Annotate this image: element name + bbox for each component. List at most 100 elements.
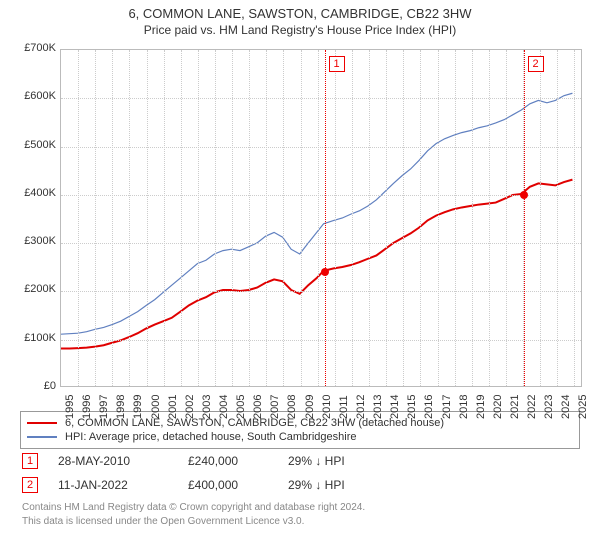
footer-line2: This data is licensed under the Open Gov… (22, 515, 600, 529)
sales-table: 1 28-MAY-2010£240,00029% ↓ HPI 2 11-JAN-202… (0, 449, 600, 497)
x-tick-label: 2025 (577, 395, 589, 419)
x-tick-label: 1997 (98, 395, 110, 419)
x-tick-label: 2015 (406, 395, 418, 419)
gridline-h (61, 291, 581, 292)
gridline-v (112, 50, 113, 386)
gridline-v (540, 50, 541, 386)
x-tick-label: 1998 (115, 395, 127, 419)
y-tick-label: £500K (10, 139, 56, 151)
sale-row-1: 1 28-MAY-2010£240,00029% ↓ HPI (0, 449, 600, 473)
marker-badge-1: 1 (329, 56, 345, 72)
sale-diff: 29% ↓ HPI (288, 454, 398, 468)
gridline-v (369, 50, 370, 386)
y-tick-label: £600K (10, 90, 56, 102)
x-tick-label: 2006 (252, 395, 264, 419)
gridline-v (438, 50, 439, 386)
legend-swatch (27, 422, 57, 424)
x-tick-label: 2014 (389, 395, 401, 419)
gridline-v (129, 50, 130, 386)
legend-label: HPI: Average price, detached house, Sout… (65, 431, 356, 443)
x-tick-label: 2011 (338, 395, 350, 419)
marker-line-1 (325, 50, 326, 386)
x-tick-label: 2013 (372, 395, 384, 419)
sale-date: 28-MAY-2010 (58, 454, 188, 468)
gridline-h (61, 195, 581, 196)
y-tick-label: £100K (10, 332, 56, 344)
gridline-v (249, 50, 250, 386)
gridline-v (283, 50, 284, 386)
sale-badge: 2 (22, 477, 38, 493)
x-tick-label: 2010 (321, 395, 333, 419)
x-tick-label: 2018 (458, 395, 470, 419)
x-tick-label: 2004 (218, 395, 230, 419)
series-hpi (61, 93, 572, 334)
x-tick-label: 2016 (423, 395, 435, 419)
x-tick-label: 2020 (492, 395, 504, 419)
marker-dot-2 (520, 191, 528, 199)
gridline-v (455, 50, 456, 386)
gridline-v (198, 50, 199, 386)
x-tick-label: 2005 (235, 395, 247, 419)
chart-container: 6, COMMON LANE, SAWSTON, CAMBRIDGE, CB22… (0, 0, 600, 560)
y-tick-label: £400K (10, 187, 56, 199)
series-property (61, 180, 572, 349)
gridline-v (506, 50, 507, 386)
x-tick-label: 2000 (150, 395, 162, 419)
gridline-v (147, 50, 148, 386)
x-tick-label: 2001 (167, 395, 179, 419)
sale-row-2: 2 11-JAN-2022£400,00029% ↓ HPI (0, 473, 600, 497)
x-tick-label: 2009 (304, 395, 316, 419)
y-tick-label: £300K (10, 235, 56, 247)
gridline-v (318, 50, 319, 386)
footer-line1: Contains HM Land Registry data © Crown c… (22, 501, 600, 515)
gridline-v (352, 50, 353, 386)
gridline-v (557, 50, 558, 386)
x-tick-label: 2023 (543, 395, 555, 419)
gridline-v (181, 50, 182, 386)
gridline-h (61, 98, 581, 99)
x-tick-label: 2024 (560, 395, 572, 419)
gridline-v (78, 50, 79, 386)
gridline-v (386, 50, 387, 386)
x-tick-label: 2003 (201, 395, 213, 419)
marker-badge-2: 2 (528, 56, 544, 72)
gridline-v (164, 50, 165, 386)
chart-title: 6, COMMON LANE, SAWSTON, CAMBRIDGE, CB22… (0, 0, 600, 21)
sale-diff: 29% ↓ HPI (288, 478, 398, 492)
marker-line-2 (524, 50, 525, 386)
gridline-v (266, 50, 267, 386)
x-tick-label: 2002 (184, 395, 196, 419)
y-tick-label: £200K (10, 283, 56, 295)
gridline-v (232, 50, 233, 386)
x-tick-label: 1996 (81, 395, 93, 419)
chart-subtitle: Price paid vs. HM Land Registry's House … (0, 21, 600, 41)
x-tick-label: 1995 (64, 395, 76, 419)
sale-price: £400,000 (188, 478, 288, 492)
gridline-v (95, 50, 96, 386)
legend-item-hpi: HPI: Average price, detached house, Sout… (27, 430, 573, 444)
x-tick-label: 1999 (132, 395, 144, 419)
x-tick-label: 2021 (509, 395, 521, 419)
gridline-h (61, 340, 581, 341)
y-tick-label: £700K (10, 42, 56, 54)
x-tick-label: 2022 (526, 395, 538, 419)
x-tick-label: 2017 (441, 395, 453, 419)
gridline-v (574, 50, 575, 386)
sale-date: 11-JAN-2022 (58, 478, 188, 492)
x-tick-label: 2008 (286, 395, 298, 419)
x-tick-label: 2019 (475, 395, 487, 419)
marker-dot-1 (321, 268, 329, 276)
gridline-v (420, 50, 421, 386)
gridline-v (489, 50, 490, 386)
footer-text: Contains HM Land Registry data © Crown c… (0, 497, 600, 529)
sale-price: £240,000 (188, 454, 288, 468)
gridline-v (301, 50, 302, 386)
gridline-v (403, 50, 404, 386)
legend-swatch (27, 436, 57, 438)
x-tick-label: 2007 (269, 395, 281, 419)
gridline-h (61, 147, 581, 148)
sale-badge: 1 (22, 453, 38, 469)
plot-area: 12 (60, 49, 582, 387)
gridline-v (335, 50, 336, 386)
gridline-v (472, 50, 473, 386)
